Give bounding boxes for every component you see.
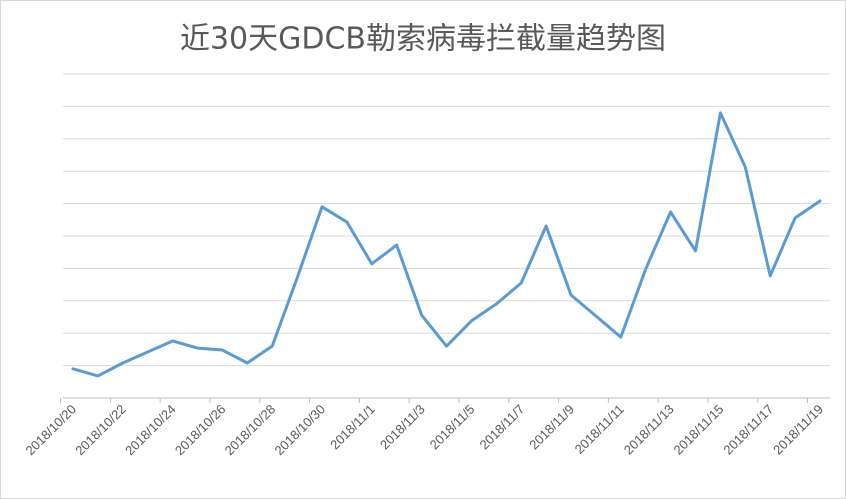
series-line [71,111,822,378]
chart-title: 近30天GDCB勒索病毒拦截量趋势图 [180,22,666,57]
